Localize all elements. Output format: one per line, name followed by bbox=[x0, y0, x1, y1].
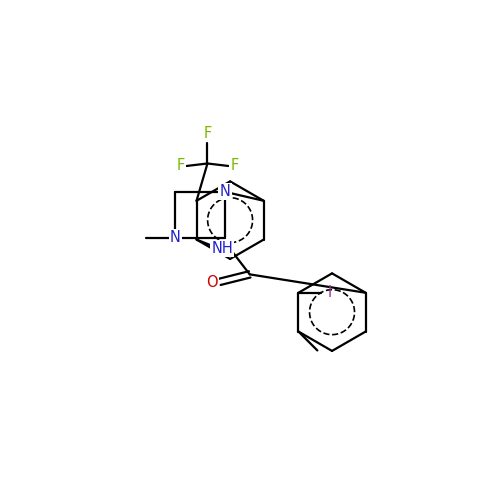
Text: F: F bbox=[230, 158, 238, 174]
Text: NH: NH bbox=[212, 241, 234, 256]
Text: N: N bbox=[220, 184, 230, 200]
Text: I: I bbox=[328, 286, 332, 300]
Text: F: F bbox=[204, 126, 212, 140]
Text: O: O bbox=[206, 276, 218, 290]
Text: N: N bbox=[170, 230, 180, 245]
Text: F: F bbox=[176, 158, 184, 174]
